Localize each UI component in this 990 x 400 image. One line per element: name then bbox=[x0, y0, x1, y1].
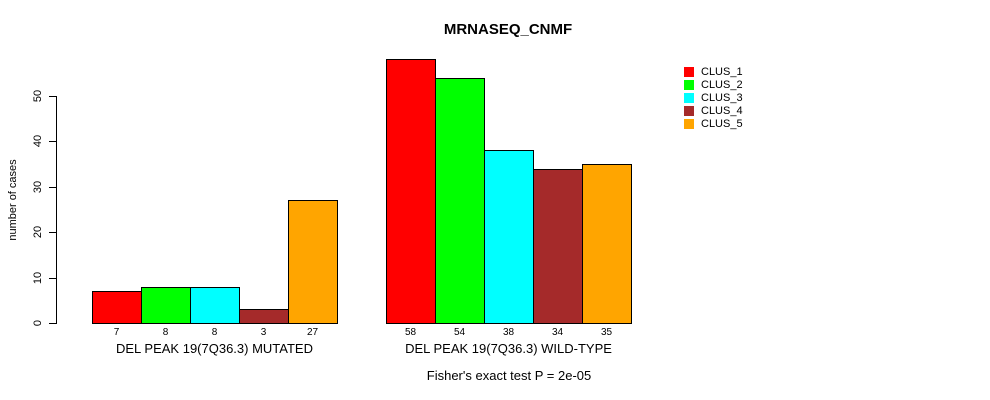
bar-value-label: 8 bbox=[162, 327, 169, 338]
legend-item-clus_4: CLUS_4 bbox=[684, 105, 743, 117]
legend-color-swatch bbox=[684, 67, 694, 77]
y-axis-tick-label: 10 bbox=[32, 271, 44, 285]
y-axis-tick-label: 20 bbox=[32, 225, 44, 239]
bar-clus_1-group2 bbox=[386, 59, 436, 324]
y-axis-tick-label: 30 bbox=[32, 180, 44, 194]
bar-value-label: 54 bbox=[453, 327, 466, 338]
y-axis-tick bbox=[49, 278, 56, 279]
bar-clus_5-group2 bbox=[582, 164, 632, 324]
legend-entry-label: CLUS_4 bbox=[701, 105, 743, 117]
y-axis-tick bbox=[49, 187, 56, 188]
legend-entry-label: CLUS_2 bbox=[701, 79, 743, 91]
legend-entry-label: CLUS_1 bbox=[701, 66, 743, 78]
bar-clus_2-group1 bbox=[141, 287, 191, 324]
bar-value-label: 7 bbox=[113, 327, 120, 338]
y-axis-tick bbox=[49, 96, 56, 97]
chart-title: MRNASEQ_CNMF bbox=[443, 21, 573, 38]
category-label-group2: DEL PEAK 19(7Q36.3) WILD-TYPE bbox=[405, 341, 612, 356]
category-label-group1: DEL PEAK 19(7Q36.3) MUTATED bbox=[116, 341, 313, 356]
bar-value-label: 8 bbox=[211, 327, 218, 338]
bar-value-label: 35 bbox=[600, 327, 613, 338]
bar-clus_3-group1 bbox=[190, 287, 240, 324]
bar-value-label: 27 bbox=[306, 327, 319, 338]
legend-item-clus_1: CLUS_1 bbox=[684, 66, 743, 78]
bar-value-label: 58 bbox=[404, 327, 417, 338]
bar-clus_4-group2 bbox=[533, 169, 583, 324]
y-axis-tick bbox=[49, 141, 56, 142]
bar-clus_4-group1 bbox=[239, 309, 289, 324]
legend-entry-label: CLUS_5 bbox=[701, 118, 743, 130]
y-axis-line bbox=[56, 96, 57, 324]
legend-color-swatch bbox=[684, 93, 694, 103]
legend-item-clus_3: CLUS_3 bbox=[684, 92, 743, 104]
bar-value-label: 38 bbox=[502, 327, 515, 338]
legend-color-swatch bbox=[684, 106, 694, 116]
legend-color-swatch bbox=[684, 80, 694, 90]
y-axis-tick-label: 50 bbox=[32, 89, 44, 103]
y-axis-tick-label: 0 bbox=[32, 319, 44, 327]
y-axis-label: number of cases bbox=[7, 159, 19, 241]
bar-value-label: 34 bbox=[551, 327, 564, 338]
bar-clus_5-group1 bbox=[288, 200, 338, 324]
legend-item-clus_5: CLUS_5 bbox=[684, 118, 743, 130]
bar-value-label: 3 bbox=[260, 327, 267, 338]
y-axis-tick bbox=[49, 323, 56, 324]
annotation-text: Fisher's exact test P = 2e-05 bbox=[426, 368, 592, 383]
legend-entry-label: CLUS_3 bbox=[701, 92, 743, 104]
y-axis-tick bbox=[49, 232, 56, 233]
y-axis-tick-label: 40 bbox=[32, 134, 44, 148]
bar-clus_3-group2 bbox=[484, 150, 534, 324]
legend-item-clus_2: CLUS_2 bbox=[684, 79, 743, 91]
bar-clus_2-group2 bbox=[435, 78, 485, 324]
bar-clus_1-group1 bbox=[92, 291, 142, 324]
legend-color-swatch bbox=[684, 119, 694, 129]
